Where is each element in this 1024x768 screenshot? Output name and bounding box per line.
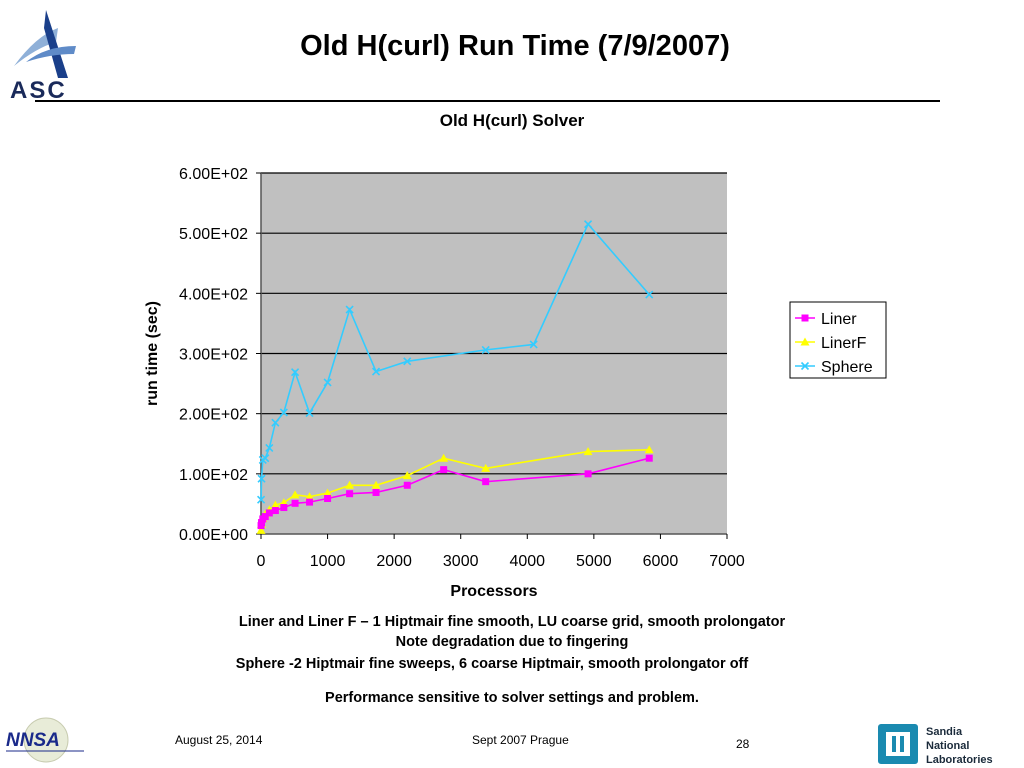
data-point-liner bbox=[440, 466, 448, 474]
x-tick-label: 4000 bbox=[509, 553, 545, 570]
data-point-liner bbox=[280, 504, 288, 512]
data-point-liner bbox=[261, 513, 269, 521]
data-point-liner bbox=[291, 499, 299, 507]
data-point-sphere bbox=[323, 378, 332, 387]
y-tick-label: 4.00E+02 bbox=[179, 286, 248, 303]
data-point-linerf bbox=[644, 445, 654, 454]
x-tick-label: 6000 bbox=[643, 553, 679, 570]
data-point-linerf bbox=[481, 463, 491, 472]
asc-logo-text: ASC bbox=[10, 77, 67, 102]
data-point-liner bbox=[265, 509, 273, 517]
gridlines bbox=[261, 172, 727, 475]
x-tick-label: 5000 bbox=[576, 553, 612, 570]
slide-title: Old H(curl) Run Time (7/9/2007) bbox=[300, 30, 730, 62]
data-point-sphere bbox=[291, 368, 300, 377]
title-divider bbox=[35, 100, 940, 102]
data-point-liner bbox=[324, 495, 332, 503]
legend-marker-linerf bbox=[800, 337, 810, 346]
data-point-linerf bbox=[305, 492, 315, 501]
y-axis-ticks: 0.00E+00 1.00E+02 2.00E+02 3.00E+02 4.00E+02… bbox=[179, 166, 261, 544]
data-point-liner bbox=[372, 488, 380, 496]
x-axis-label: Processors bbox=[450, 583, 537, 600]
data-point-liner bbox=[271, 507, 279, 515]
data-point-linerf bbox=[345, 480, 355, 489]
data-point-linerf bbox=[270, 500, 280, 509]
x-tick-label: 2000 bbox=[376, 553, 412, 570]
legend-label-liner: Liner bbox=[821, 311, 857, 328]
data-point-linerf bbox=[256, 525, 266, 534]
legend-label-sphere: Sphere bbox=[821, 359, 873, 376]
footer-date: August 25, 2014 bbox=[175, 733, 263, 747]
sandia-line-2: National bbox=[926, 740, 969, 752]
data-point-liner bbox=[584, 470, 592, 478]
nnsa-logo: NNSA bbox=[6, 717, 84, 763]
data-point-sphere bbox=[529, 340, 538, 349]
legend-marker-liner bbox=[801, 314, 809, 322]
data-point-liner bbox=[258, 519, 266, 527]
data-point-sphere bbox=[371, 367, 381, 376]
x-tick-label: 0 bbox=[257, 553, 266, 570]
data-point-liner bbox=[482, 478, 490, 486]
data-point-linerf bbox=[402, 471, 412, 480]
footer-event: Sept 2007 Prague bbox=[472, 733, 569, 747]
data-point-sphere bbox=[257, 495, 266, 504]
sandia-line-1: Sandia bbox=[926, 726, 963, 738]
data-point-linerf bbox=[583, 447, 593, 456]
series-sphere bbox=[257, 220, 654, 504]
data-point-linerf bbox=[290, 490, 300, 499]
y-tick-label: 2.00E+02 bbox=[179, 407, 248, 424]
data-point-liner bbox=[645, 454, 653, 462]
caption-sphere: Sphere -2 Hiptmair fine sweeps, 6 coarse… bbox=[235, 656, 749, 672]
data-point-sphere bbox=[645, 290, 654, 299]
data-point-sphere bbox=[261, 454, 270, 463]
asc-logo: ASC bbox=[10, 10, 76, 102]
y-tick-label: 5.00E+02 bbox=[179, 226, 248, 243]
data-point-liner bbox=[306, 498, 314, 506]
x-tick-label: 1000 bbox=[310, 553, 346, 570]
y-tick-label: 3.00E+02 bbox=[179, 347, 248, 364]
data-point-liner bbox=[346, 490, 354, 498]
nnsa-logo-text: NNSA bbox=[6, 730, 60, 751]
data-point-sphere bbox=[403, 357, 412, 366]
legend-label-linerf: LinerF bbox=[821, 335, 867, 352]
series-layer bbox=[256, 220, 654, 534]
data-point-sphere bbox=[305, 408, 314, 418]
data-point-sphere bbox=[481, 345, 490, 354]
legend-marker-sphere bbox=[800, 361, 810, 371]
data-point-sphere bbox=[279, 408, 288, 417]
chart: Old H(curl) Solver 0.00E+00 1.00E+02 2.00E… bbox=[144, 111, 887, 600]
y-tick-label: 0.00E+00 bbox=[179, 527, 248, 544]
y-axis-label: run time (sec) bbox=[144, 301, 161, 406]
caption-liner: Liner and Liner F – 1 Hiptmair fine smoo… bbox=[238, 614, 786, 630]
data-point-sphere bbox=[257, 474, 266, 483]
y-tick-label: 6.00E+02 bbox=[179, 166, 248, 183]
data-point-sphere bbox=[265, 443, 274, 453]
y-tick-label: 1.00E+02 bbox=[179, 467, 248, 484]
data-point-linerf bbox=[371, 480, 381, 489]
series-liner bbox=[257, 454, 653, 530]
sandia-line-3: Laboratories bbox=[926, 754, 993, 766]
data-point-sphere bbox=[583, 220, 593, 229]
x-tick-label: 3000 bbox=[443, 553, 479, 570]
caption-fingering: Note degradation due to fingering bbox=[395, 634, 629, 650]
data-point-sphere bbox=[271, 418, 280, 427]
legend: Liner LinerF Sphere bbox=[789, 301, 887, 379]
data-point-linerf bbox=[323, 488, 333, 497]
x-axis-ticks: 0 1000 2000 3000 4000 5000 6000 7000 bbox=[257, 534, 745, 570]
data-point-linerf bbox=[439, 453, 449, 462]
x-tick-label: 7000 bbox=[709, 553, 745, 570]
sandia-logo: Sandia National Laboratories bbox=[878, 724, 993, 766]
caption-performance: Performance sensitive to solver settings… bbox=[325, 690, 699, 706]
chart-title: Old H(curl) Solver bbox=[440, 111, 585, 130]
data-point-liner bbox=[403, 481, 411, 489]
page-number: 28 bbox=[736, 737, 750, 751]
data-point-sphere bbox=[345, 305, 354, 314]
